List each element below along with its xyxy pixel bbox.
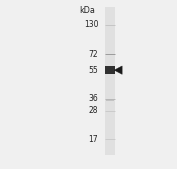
Text: kDa: kDa xyxy=(79,6,95,15)
Text: 55: 55 xyxy=(88,66,98,75)
Bar xyxy=(105,7,115,155)
Text: 28: 28 xyxy=(89,106,98,115)
Text: 17: 17 xyxy=(89,135,98,144)
Bar xyxy=(106,99,114,101)
Text: 36: 36 xyxy=(88,94,98,103)
Polygon shape xyxy=(114,66,122,74)
Text: 72: 72 xyxy=(89,50,98,59)
Text: 130: 130 xyxy=(84,20,98,29)
Bar xyxy=(105,66,115,74)
